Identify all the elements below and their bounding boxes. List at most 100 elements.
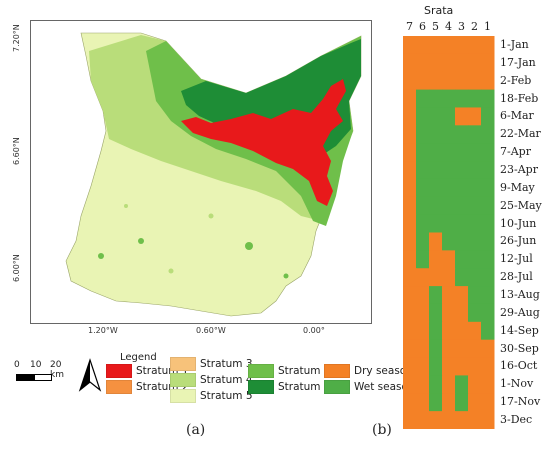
season-cell-5-6-Mar — [429, 107, 443, 126]
grid-column-headers: 7 6 5 4 3 2 1 — [403, 20, 494, 33]
season-cell-6-2-Feb — [416, 71, 430, 91]
season-cell-1-1-Jan — [481, 36, 495, 55]
season-cell-7-14-Sep — [403, 321, 417, 341]
row-label: 30-Sep — [500, 341, 539, 355]
season-cell-4-1-Nov — [442, 375, 456, 394]
season-cell-3-17-Jan — [455, 53, 469, 73]
season-cell-6-10-Jun — [416, 214, 430, 233]
season-cell-4-28-Jul — [442, 268, 456, 287]
season-cell-4-16-Oct — [442, 357, 456, 376]
row-label: 18-Feb — [500, 91, 539, 105]
season-cell-5-16-Oct — [429, 357, 443, 376]
row-label: 1-Nov — [500, 377, 534, 391]
legend-swatch — [106, 364, 132, 378]
season-cell-5-12-Jul — [429, 250, 443, 269]
season-cell-4-25-May — [442, 196, 456, 216]
season-cell-7-9-May — [403, 178, 417, 198]
lon-label-3: 0.00° — [303, 326, 325, 335]
legend-item-wet-season: Wet season — [324, 380, 415, 394]
season-cell-2-6-Mar — [468, 107, 482, 126]
season-cell-7-26-Jun — [403, 232, 417, 251]
season-cell-1-12-Jul — [481, 250, 495, 269]
season-cell-7-25-May — [403, 196, 417, 216]
row-label: 6-Mar — [500, 109, 534, 123]
caption-a: (a) — [186, 422, 206, 438]
row-label: 25-May — [500, 198, 542, 212]
legend-swatch — [324, 380, 350, 394]
season-cell-2-18-Feb — [468, 89, 482, 108]
season-cell-4-18-Feb — [442, 89, 456, 108]
season-cell-6-30-Sep — [416, 339, 430, 359]
legend-swatch — [324, 364, 350, 378]
season-cell-7-17-Jan — [403, 53, 417, 73]
legend-item-stratum-6: Stratum 6 — [248, 364, 331, 378]
season-cell-4-7-Apr — [442, 143, 456, 162]
row-label: 14-Sep — [500, 323, 539, 337]
season-cell-5-10-Jun — [429, 214, 443, 233]
scale-segment-white — [34, 374, 52, 381]
row-label: 13-Aug — [500, 288, 540, 302]
season-cell-1-29-Aug — [481, 303, 495, 323]
season-cell-5-30-Sep — [429, 339, 443, 359]
season-cell-6-1-Nov — [416, 375, 430, 394]
map-patch — [283, 273, 289, 279]
season-cell-1-26-Jun — [481, 232, 495, 251]
map-patch — [208, 213, 214, 219]
legend-swatch — [170, 373, 196, 387]
row-label: 7-Apr — [500, 145, 531, 159]
season-cell-6-17-Nov — [416, 393, 430, 412]
season-cell-6-26-Jun — [416, 232, 430, 251]
season-grid — [403, 36, 495, 429]
scale-label-20: 20 km — [50, 360, 64, 380]
lat-label-3: 6.00°N — [12, 254, 21, 282]
row-label: 28-Jul — [500, 270, 533, 284]
season-cell-7-28-Jul — [403, 268, 417, 287]
season-cell-2-3-Dec — [468, 411, 482, 429]
season-cell-4-2-Feb — [442, 71, 456, 91]
season-cell-6-1-Jan — [416, 36, 430, 55]
legend-label: Dry season — [354, 365, 413, 377]
season-cell-6-23-Apr — [416, 161, 430, 180]
legend-label: Stratum 7 — [278, 381, 331, 393]
map-patch — [245, 242, 253, 250]
legend-swatch — [170, 357, 196, 371]
season-cell-5-9-May — [429, 178, 443, 198]
season-cell-5-13-Aug — [429, 286, 443, 305]
season-cell-2-1-Jan — [468, 36, 482, 55]
row-label: 23-Apr — [500, 162, 538, 176]
scale-label-10: 10 — [30, 360, 42, 370]
season-cell-2-28-Jul — [468, 268, 482, 287]
row-label: 2-Feb — [500, 73, 532, 87]
season-cell-7-1-Nov — [403, 375, 417, 394]
season-cell-3-2-Feb — [455, 71, 469, 91]
legend-title: Legend — [120, 352, 157, 363]
season-cell-2-23-Apr — [468, 161, 482, 180]
season-cell-2-22-Mar — [468, 125, 482, 144]
season-cell-1-1-Nov — [481, 375, 495, 394]
season-cell-6-3-Dec — [416, 411, 430, 429]
season-cell-6-12-Jul — [416, 250, 430, 269]
season-cell-6-13-Aug — [416, 286, 430, 305]
season-cell-3-9-May — [455, 178, 469, 198]
season-cell-5-28-Jul — [429, 268, 443, 287]
season-cell-7-22-Mar — [403, 125, 417, 144]
season-cell-1-18-Feb — [481, 89, 495, 108]
season-cell-2-17-Nov — [468, 393, 482, 412]
season-cell-4-17-Jan — [442, 53, 456, 73]
season-cell-3-30-Sep — [455, 339, 469, 359]
season-cell-4-10-Jun — [442, 214, 456, 233]
lat-label-1: 7.20°N — [12, 24, 21, 52]
season-cell-1-14-Sep — [481, 321, 495, 341]
season-cell-6-14-Sep — [416, 321, 430, 341]
season-cell-4-23-Apr — [442, 161, 456, 180]
season-cell-5-17-Jan — [429, 53, 443, 73]
map-patch — [98, 253, 104, 259]
season-cell-1-17-Jan — [481, 53, 495, 73]
season-cell-2-12-Jul — [468, 250, 482, 269]
lon-label-2: 0.60°W — [196, 326, 226, 335]
season-cell-3-22-Mar — [455, 125, 469, 144]
map-patch — [168, 268, 174, 274]
season-cell-3-23-Apr — [455, 161, 469, 180]
season-cell-4-22-Mar — [442, 125, 456, 144]
season-cell-1-7-Apr — [481, 143, 495, 162]
